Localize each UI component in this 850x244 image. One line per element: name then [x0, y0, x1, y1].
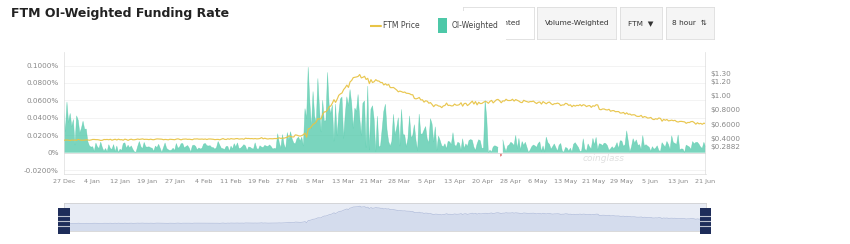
Text: FTM Price: FTM Price — [383, 21, 420, 30]
Text: 8 hour  ⇅: 8 hour ⇅ — [672, 20, 707, 26]
Text: FTM  ▼: FTM ▼ — [628, 20, 654, 26]
Bar — [438, 18, 447, 33]
Text: Volume-Weighted: Volume-Weighted — [545, 20, 609, 26]
Text: OI-Weighted: OI-Weighted — [451, 21, 498, 30]
Text: coinglass: coinglass — [582, 154, 624, 163]
Text: OI-Weighted: OI-Weighted — [476, 20, 521, 26]
Text: FTM OI-Weighted Funding Rate: FTM OI-Weighted Funding Rate — [11, 7, 230, 20]
